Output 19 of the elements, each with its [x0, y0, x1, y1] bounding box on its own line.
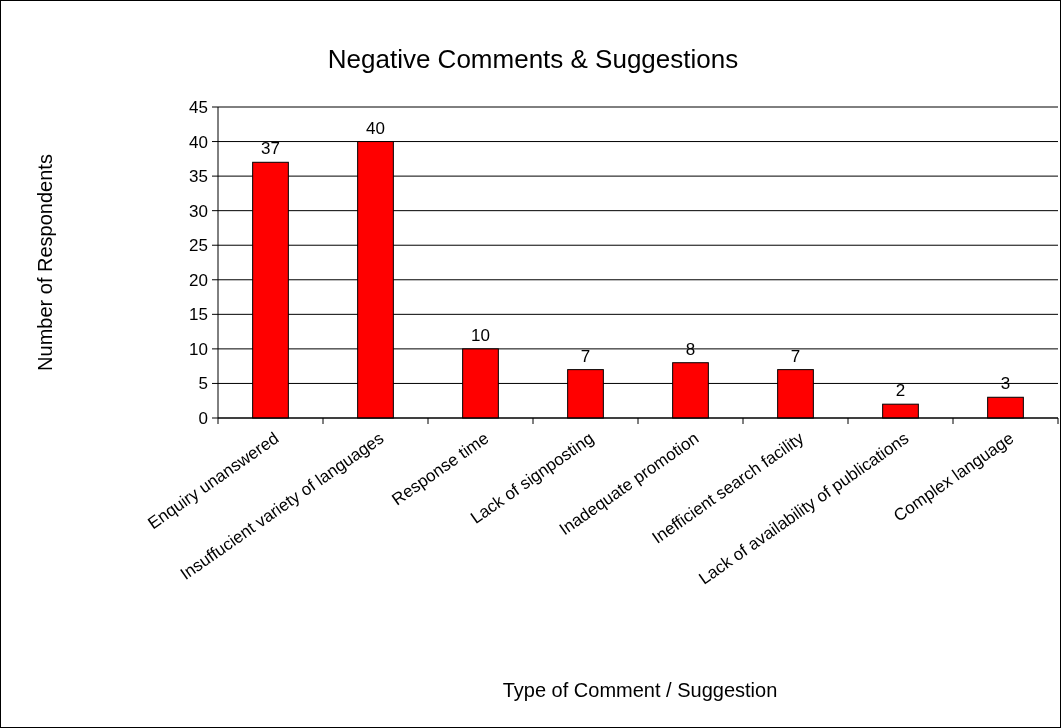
y-tick-label: 40: [189, 132, 208, 152]
data-label: 7: [790, 346, 801, 366]
data-label: 40: [366, 118, 385, 138]
y-tick-label: 25: [189, 236, 208, 256]
data-label: 2: [895, 381, 906, 401]
data-label: 10: [471, 325, 490, 345]
chart-title: Negative Comments & Suggestions: [327, 44, 739, 74]
y-tick-label: 15: [189, 305, 208, 325]
y-tick-label: 10: [189, 339, 208, 359]
y-tick-label: 30: [189, 201, 208, 221]
y-axis-title: Number of Respondents: [34, 154, 56, 371]
y-tick-label: 35: [189, 167, 208, 187]
data-label: 7: [580, 346, 591, 366]
y-tick-label: 45: [189, 97, 208, 117]
x-axis-title: Type of Comment / Suggestion: [502, 679, 778, 701]
y-tick-label: 0: [198, 408, 208, 428]
y-tick-label: 20: [189, 270, 208, 290]
y-tick-label: 5: [198, 374, 208, 394]
data-label: 37: [261, 139, 280, 159]
